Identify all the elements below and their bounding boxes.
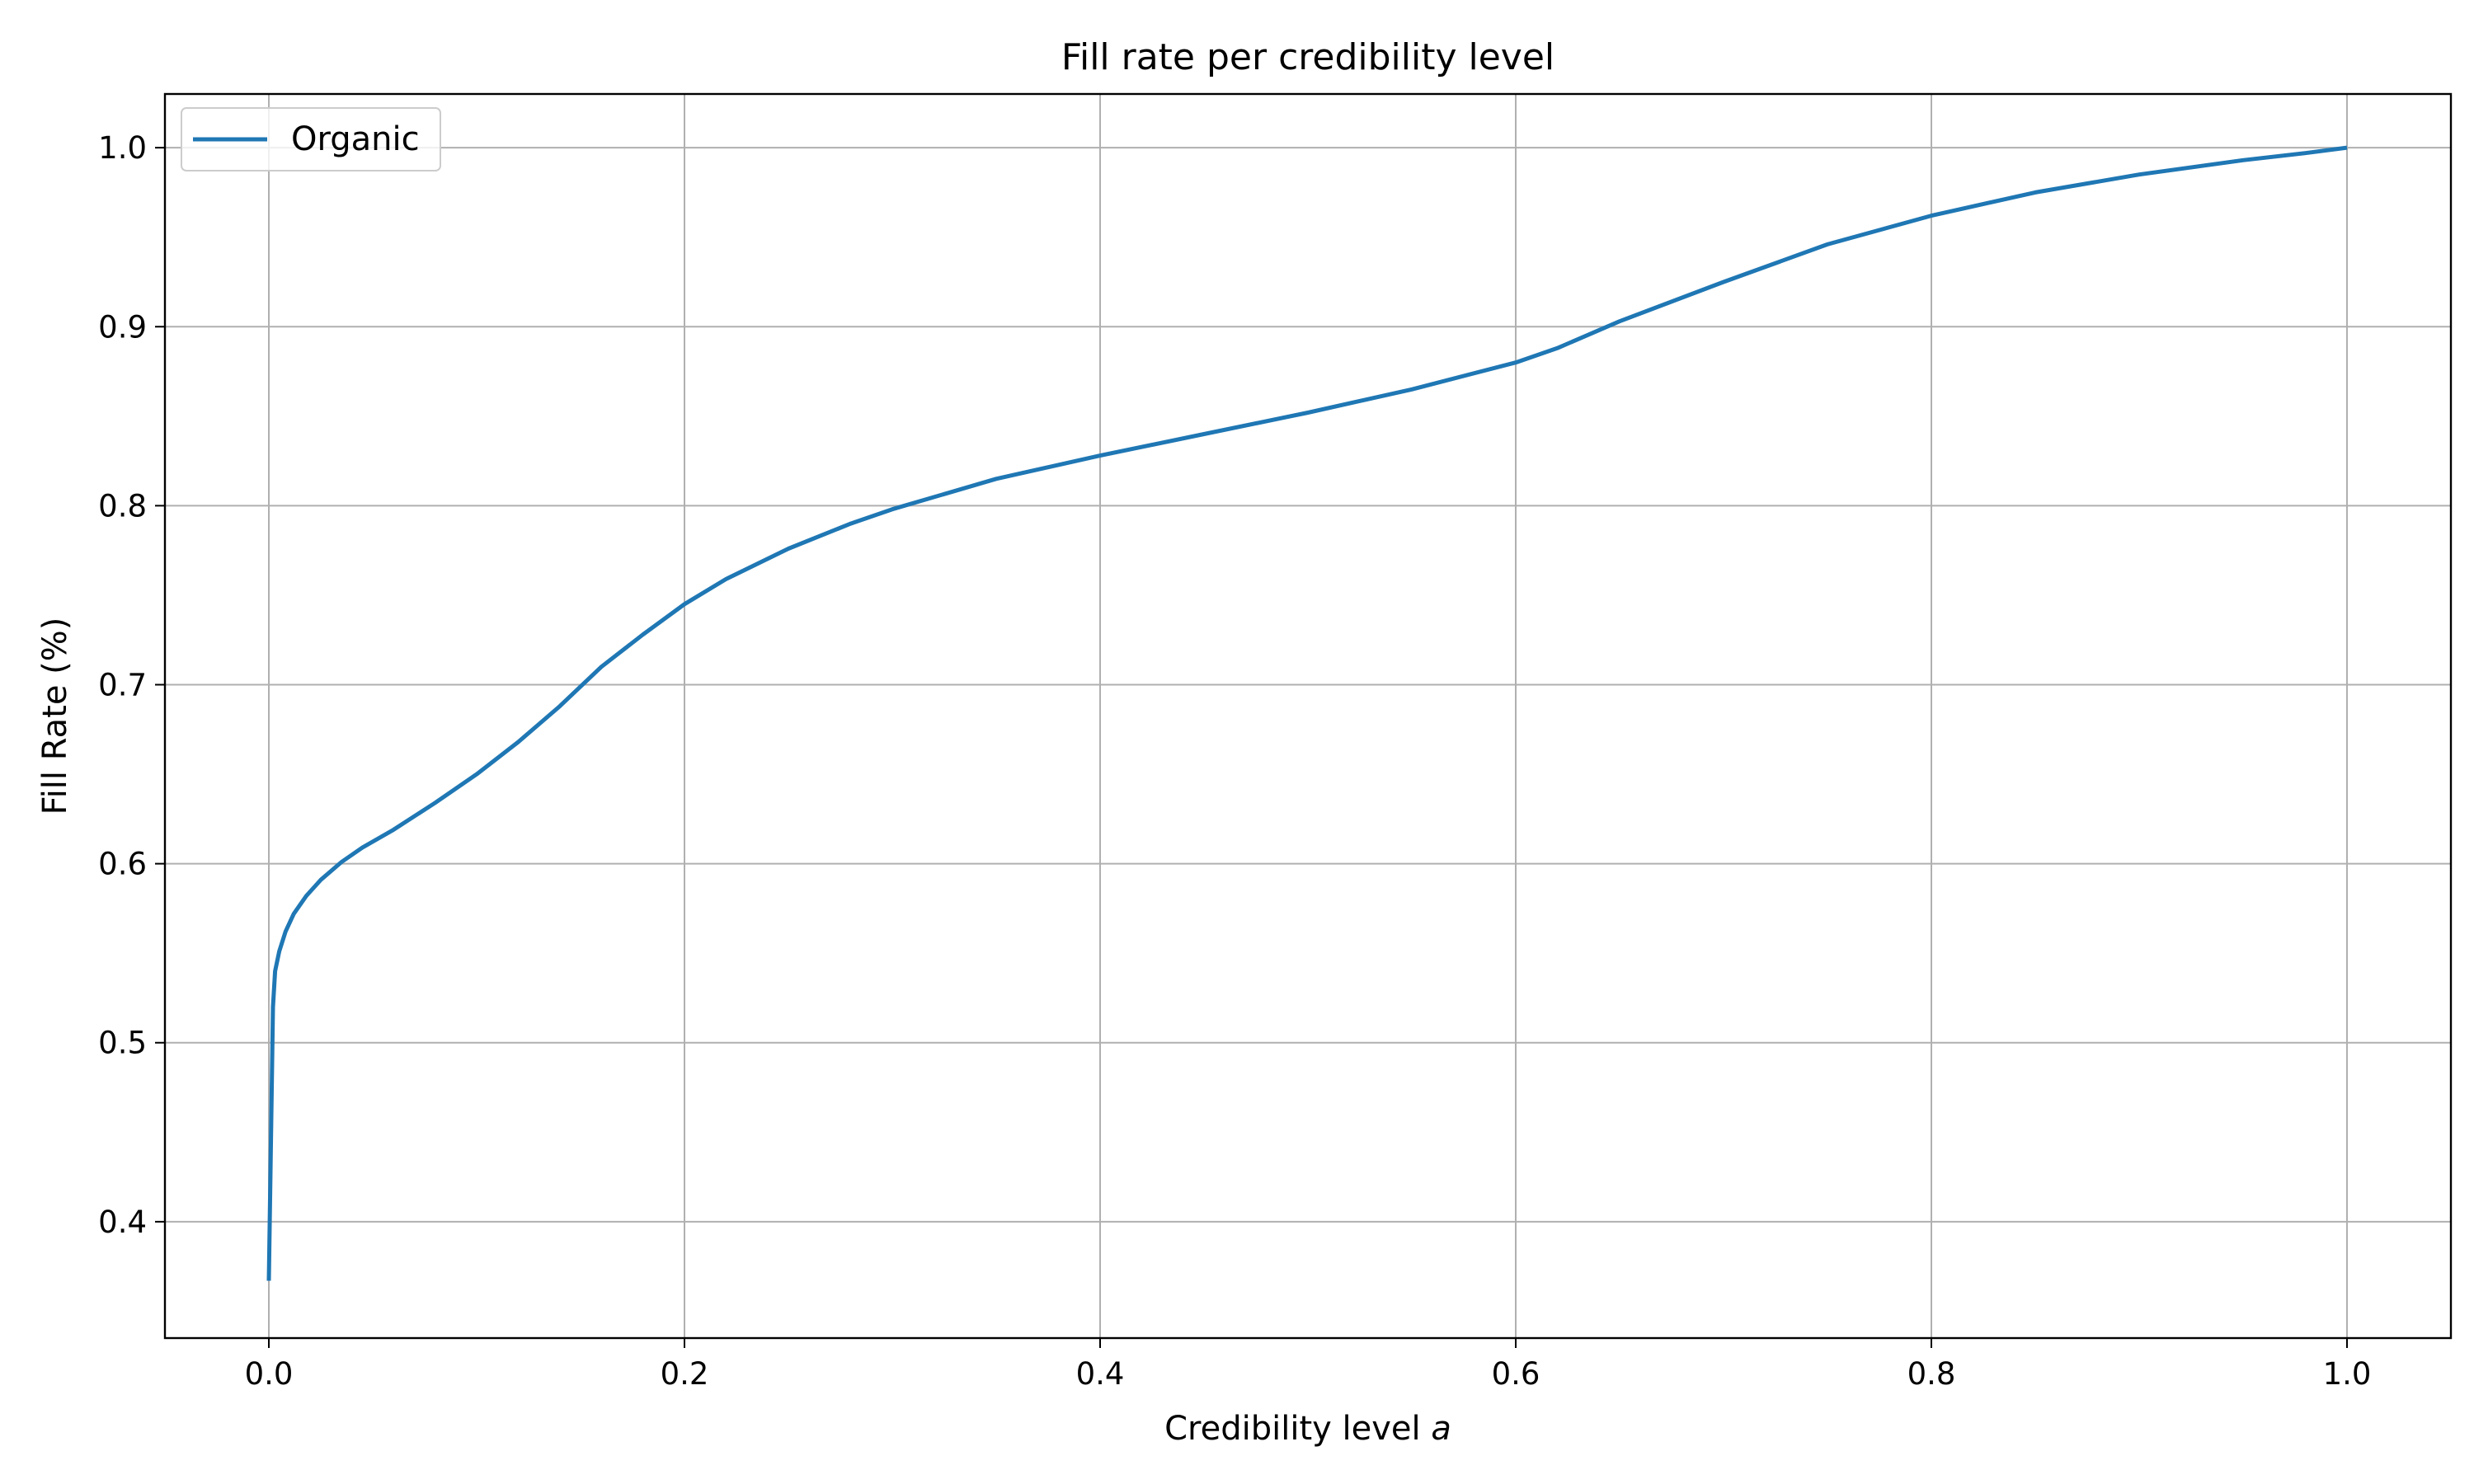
chart-title: Fill rate per credibility level: [1061, 36, 1554, 78]
y-axis-ticks: 0.4 0.5 0.6 0.7 0.8 0.9 1.0: [98, 130, 165, 1240]
x-tick-label: 0.8: [1907, 1356, 1956, 1392]
x-tick-label: 0.2: [661, 1356, 709, 1392]
y-tick-label: 0.7: [98, 668, 147, 703]
y-tick-label: 0.5: [98, 1026, 147, 1061]
x-axis-label: Credibility level a: [1164, 1410, 1451, 1448]
x-axis-ticks: 0.0 0.2 0.4 0.6 0.8 1.0: [245, 1338, 2372, 1392]
x-axis-label-italic: a: [1431, 1410, 1451, 1448]
y-tick-label: 0.6: [98, 847, 147, 882]
x-axis-label-text: Credibility level: [1164, 1410, 1431, 1448]
legend-label-organic: Organic: [291, 120, 420, 158]
x-tick-label: 1.0: [2323, 1356, 2372, 1392]
x-tick-label: 0.4: [1076, 1356, 1125, 1392]
series-line-organic: [266, 145, 2348, 1281]
y-axis-label: Fill Rate (%): [36, 618, 74, 815]
grid-lines: [165, 94, 2451, 1338]
legend: Organic: [181, 107, 441, 171]
y-tick-label: 0.9: [98, 309, 147, 345]
y-tick-label: 1.0: [98, 130, 147, 166]
x-tick-label: 0.6: [1492, 1356, 1540, 1392]
y-tick-label: 0.8: [98, 488, 147, 524]
legend-box: [181, 107, 441, 171]
series-layer: [266, 145, 2348, 1281]
y-tick-label: 0.4: [98, 1205, 147, 1240]
plot-frame: [163, 92, 2453, 1340]
x-tick-label: 0.0: [245, 1356, 294, 1392]
